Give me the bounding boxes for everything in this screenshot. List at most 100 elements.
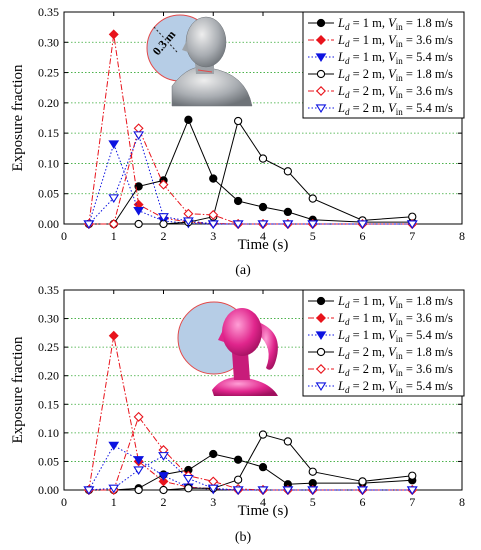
x-axis-label: Time (s) (238, 237, 289, 253)
female-head-illustration (212, 308, 278, 396)
x-tick-label: 5 (310, 495, 316, 509)
y-tick-label: 0.25 (38, 340, 59, 354)
data-point (406, 486, 418, 495)
data-point (108, 330, 119, 341)
legend-marker (316, 18, 326, 28)
legend-entry-1: Ld = 1 m, Vin = 1.8 m/s (308, 294, 453, 310)
y-tick-label: 0.00 (38, 217, 59, 231)
legend-label: Ld = 2 m, Vin = 1.8 m/s (337, 345, 453, 361)
data-point (258, 154, 268, 163)
y-tick-label: 0.10 (38, 156, 59, 170)
data-point (258, 430, 268, 439)
y-tick-label: 0.00 (38, 483, 59, 497)
data-point (108, 219, 119, 229)
legend-entry-5: Ld = 2 m, Vin = 3.6 m/s (308, 84, 453, 100)
data-point (108, 441, 120, 451)
data-point (133, 466, 145, 475)
x-tick-label: 2 (161, 495, 167, 509)
data-point (357, 486, 368, 495)
data-point (108, 194, 120, 203)
data-point (308, 467, 317, 476)
x-tick-label: 2 (161, 229, 167, 243)
legend-marker (316, 69, 326, 79)
legend-marker (316, 86, 326, 96)
legend-marker (315, 382, 327, 391)
data-point (258, 462, 268, 472)
x-tick-label: 7 (409, 495, 415, 509)
data-point (133, 411, 144, 422)
data-point (207, 484, 219, 494)
data-point (232, 486, 244, 495)
legend-entry-1: Ld = 1 m, Vin = 1.8 m/s (308, 16, 453, 32)
data-point (159, 485, 168, 495)
data-point (158, 476, 169, 487)
legend-label: Ld = 2 m, Vin = 3.6 m/s (337, 84, 453, 100)
data-point (108, 140, 120, 150)
data-point (282, 486, 294, 495)
y-axis-label: Exposure fraction (10, 64, 26, 172)
x-tick-label: 7 (409, 229, 415, 243)
x-tick-label: 1 (111, 229, 117, 243)
data-point (83, 220, 95, 229)
y-tick-label: 0.05 (38, 187, 59, 201)
legend-entry-3: Ld = 1 m, Vin = 5.4 m/s (308, 328, 453, 344)
legend-entry-2: Ld = 1 m, Vin = 3.6 m/s (308, 33, 453, 49)
y-tick-label: 0.25 (38, 66, 59, 80)
legend-label: Ld = 2 m, Vin = 5.4 m/s (337, 101, 453, 117)
data-point (133, 131, 145, 140)
series-line (88, 453, 413, 491)
data-point (233, 475, 243, 484)
x-tick-label: 6 (360, 495, 366, 509)
data-point (133, 207, 145, 216)
data-point (358, 477, 367, 486)
x-axis-label: Time (s) (238, 503, 289, 519)
data-point (283, 207, 293, 217)
data-point (184, 115, 193, 124)
y-tick-label: 0.30 (38, 312, 59, 326)
legend-label: Ld = 1 m, Vin = 5.4 m/s (337, 328, 453, 344)
data-point (257, 220, 269, 229)
chart-panel-a: 0.00 0.05 0.10 0.15 0.20 0.25 0.30 0.35 0 1 2 3 4 5 6 7… (10, 5, 465, 278)
data-point (158, 452, 169, 461)
legend-entry-2: Ld = 1 m, Vin = 3.6 m/s (308, 311, 453, 327)
y-tick-label: 0.35 (38, 283, 59, 297)
data-point (257, 486, 269, 495)
panel-caption: (b) (235, 530, 252, 545)
data-point (182, 217, 194, 226)
legend-label: Ld = 1 m, Vin = 1.8 m/s (337, 16, 453, 32)
data-point (408, 471, 417, 480)
data-point (357, 220, 368, 229)
legend-entry-3: Ld = 1 m, Vin = 5.4 m/s (308, 50, 453, 66)
x-tick-label: 0 (61, 495, 67, 509)
legend-marker (316, 364, 326, 374)
y-tick-label: 0.20 (38, 369, 59, 383)
data-point (233, 196, 243, 206)
x-tick-label: 4 (260, 495, 266, 509)
legend-entry-4: Ld = 2 m, Vin = 1.8 m/s (308, 67, 453, 83)
legend-marker (316, 313, 326, 323)
data-point (307, 220, 319, 229)
series-6 (83, 131, 418, 229)
data-point (182, 474, 194, 484)
data-point (184, 484, 193, 493)
x-tick-label: 8 (459, 495, 465, 509)
y-axis-label: Exposure fraction (10, 336, 26, 444)
x-tick-label: 6 (360, 229, 366, 243)
data-point (406, 220, 418, 229)
y-tick-label: 0.20 (38, 96, 59, 110)
legend-marker (315, 104, 327, 113)
series-line (88, 118, 413, 225)
legend-box (302, 289, 465, 397)
data-point (209, 174, 218, 183)
data-point (307, 486, 319, 495)
data-point (134, 485, 143, 495)
legend-entry-5: Ld = 2 m, Vin = 3.6 m/s (308, 362, 453, 378)
male-head-illustration (171, 16, 253, 107)
data-point (83, 486, 95, 495)
data-point (258, 202, 268, 212)
data-point (283, 167, 293, 176)
data-point (233, 116, 243, 126)
legend-marker (316, 35, 326, 45)
legend-marker (316, 296, 326, 306)
